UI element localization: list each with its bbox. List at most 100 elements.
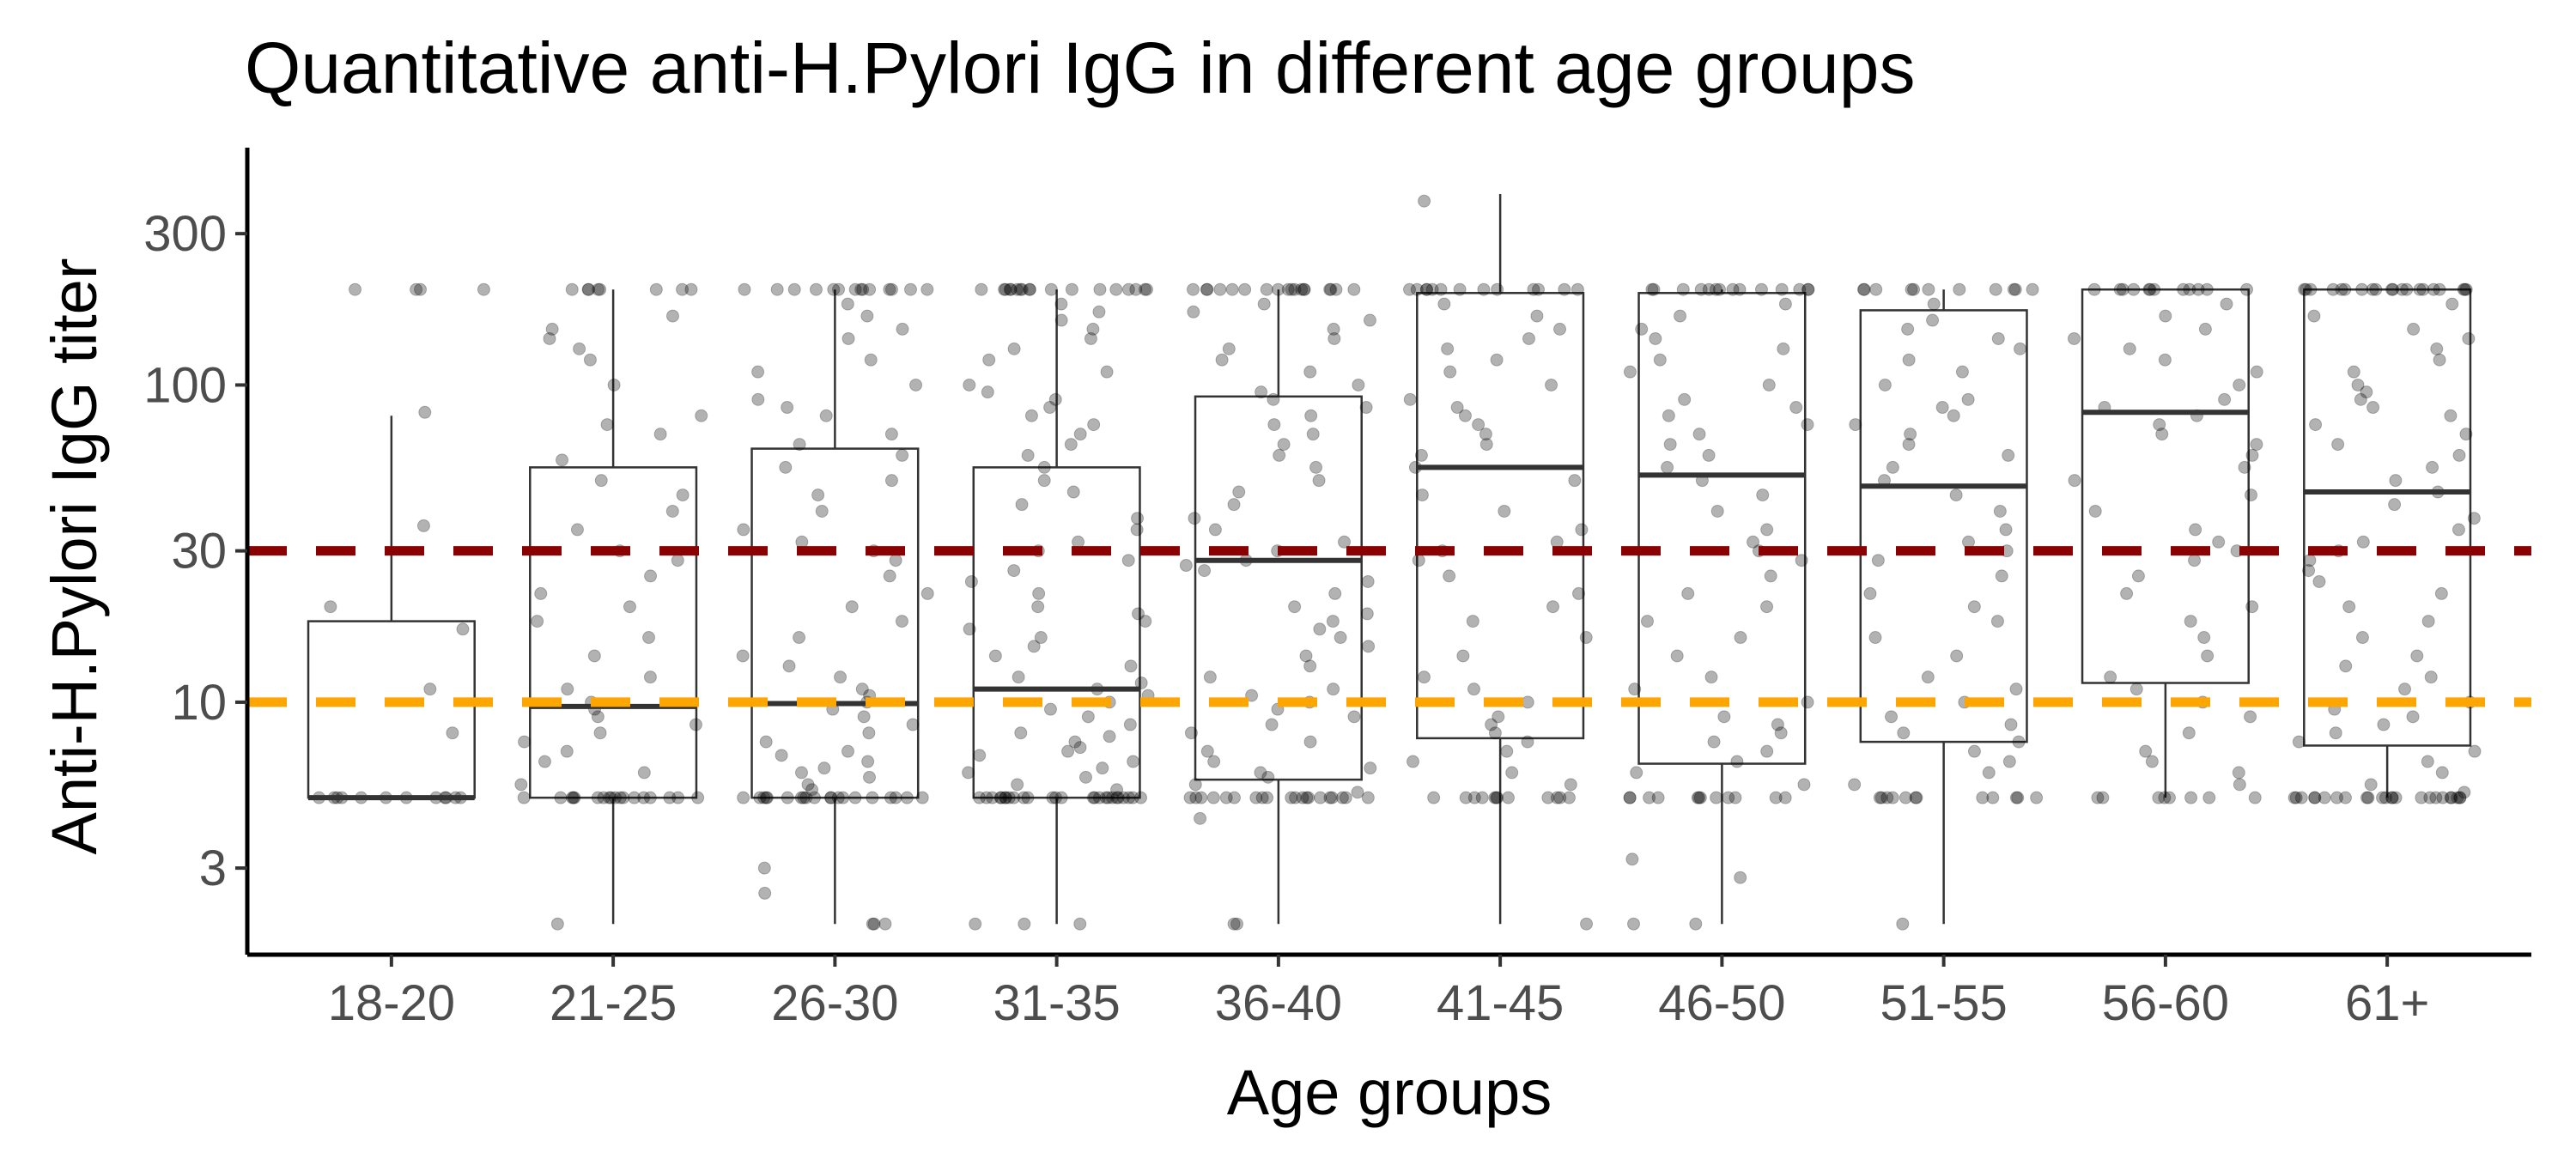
data-point (909, 378, 923, 391)
data-point (831, 791, 845, 804)
data-point (1863, 586, 1877, 600)
data-point (1088, 791, 1102, 804)
data-point (1327, 331, 1341, 345)
data-point (2423, 791, 2437, 804)
data-point (1138, 282, 1151, 296)
data-point (1443, 569, 1456, 583)
data-point (736, 649, 750, 663)
data-point (554, 791, 568, 804)
data-point (456, 622, 470, 636)
data-point (915, 791, 929, 804)
data-point (1546, 600, 1560, 614)
data-point (1702, 448, 1716, 462)
data-point (581, 282, 595, 296)
data-point (861, 755, 875, 768)
data-point (531, 615, 544, 628)
data-point (1562, 791, 1576, 804)
data-point (1065, 282, 1078, 296)
data-point (1325, 791, 1339, 804)
data-point (1131, 512, 1145, 525)
data-point (2369, 282, 2383, 296)
data-point (2287, 791, 2301, 804)
data-point (1694, 282, 1708, 296)
data-point (592, 282, 605, 296)
data-point (1027, 640, 1041, 653)
data-point (973, 749, 987, 762)
data-point (2415, 791, 2428, 804)
data-point (423, 683, 437, 696)
data-point (1066, 485, 1080, 499)
data-point (2307, 309, 2321, 323)
data-point (805, 783, 819, 797)
data-point (884, 428, 898, 441)
data-point (1910, 791, 1923, 804)
data-point (1459, 791, 1473, 804)
data-point (1771, 718, 1784, 731)
data-point (781, 401, 794, 415)
data-point (545, 322, 559, 336)
data-point (827, 282, 841, 296)
data-point (1339, 791, 1352, 804)
data-point (1200, 282, 1214, 296)
data-point (1194, 811, 1207, 825)
data-point (2434, 586, 2448, 600)
data-point (2131, 569, 2145, 583)
data-point (2459, 282, 2473, 296)
data-point (1681, 586, 1695, 600)
data-point (1054, 313, 1068, 327)
x-tick-label: 41-45 (1437, 975, 1564, 1031)
data-point (2302, 564, 2316, 578)
data-point (2292, 735, 2306, 749)
data-point (1249, 791, 1263, 804)
data-point (1453, 282, 1467, 296)
data-point (695, 409, 708, 422)
data-point (1795, 554, 1808, 567)
data-point (623, 600, 636, 614)
data-point (642, 631, 656, 645)
data-point (1184, 726, 1198, 740)
data-point (988, 649, 1002, 663)
data-point (1625, 853, 1639, 866)
data-point (1726, 282, 1740, 296)
data-point (1754, 282, 1768, 296)
data-point (2385, 282, 2399, 296)
data-point (1289, 791, 1303, 804)
data-point (689, 718, 702, 731)
data-point (1127, 755, 1140, 768)
data-point (794, 791, 808, 804)
data-point (1084, 331, 1097, 345)
data-point (349, 282, 362, 296)
data-point (860, 309, 874, 323)
x-tick-label: 21-25 (550, 975, 677, 1031)
data-point (1232, 485, 1246, 499)
data-point (2145, 755, 2159, 768)
data-point (2433, 353, 2446, 367)
data-point (1206, 791, 1220, 804)
data-point (1897, 726, 1911, 740)
data-point (1105, 791, 1119, 804)
data-point (2197, 631, 2211, 645)
data-point (896, 448, 909, 462)
data-point (963, 378, 976, 391)
data-point (1200, 744, 1214, 758)
data-point (1015, 282, 1029, 296)
data-point (2123, 342, 2136, 355)
data-point (2342, 600, 2356, 614)
data-point (1024, 409, 1038, 422)
data-point (2202, 791, 2216, 804)
data-point (1466, 615, 1479, 628)
data-point (1309, 460, 1323, 474)
data-point (1702, 282, 1716, 296)
data-point (1947, 409, 1960, 422)
data-point (2366, 282, 2379, 296)
data-point (1023, 282, 1036, 296)
data-point (1011, 282, 1024, 296)
data-point (1488, 726, 1502, 740)
data-point (815, 504, 829, 518)
data-point (1692, 791, 1706, 804)
data-point (1691, 791, 1704, 804)
data-point (2155, 428, 2169, 441)
data-point (1139, 282, 1153, 296)
data-point (975, 282, 988, 296)
data-point (867, 917, 881, 931)
